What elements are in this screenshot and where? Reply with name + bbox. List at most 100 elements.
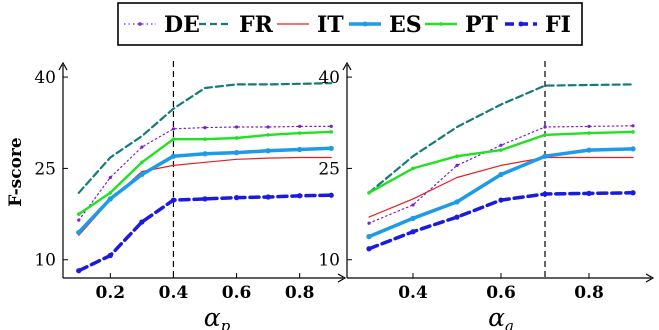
data-point-fi bbox=[76, 268, 82, 274]
x-axis-label-symbol: α bbox=[488, 303, 505, 330]
data-point-es bbox=[328, 145, 334, 151]
data-point-fi bbox=[297, 193, 303, 199]
legend-marker-pt bbox=[439, 22, 443, 26]
y-tick-label-40: 40 bbox=[318, 68, 340, 88]
data-point-de bbox=[631, 124, 635, 128]
data-point-pt bbox=[631, 130, 635, 134]
data-point-pt bbox=[455, 154, 459, 159]
data-point-fi bbox=[498, 197, 504, 203]
legend-item-de: DE bbox=[124, 12, 200, 38]
x-tick-label-0-2: 0.2 bbox=[96, 283, 126, 303]
series-line-it bbox=[368, 156, 634, 218]
series-fr bbox=[77, 82, 333, 194]
data-point-es bbox=[542, 153, 548, 159]
data-point-de bbox=[499, 143, 503, 147]
data-point-pt bbox=[76, 212, 81, 216]
series-line-de bbox=[78, 125, 332, 221]
legend: DE FR IT ES PT FI bbox=[117, 2, 583, 46]
x-axis-label-symbol: α bbox=[204, 303, 221, 330]
x-tick-label-0-4: 0.4 bbox=[398, 283, 428, 303]
data-point-de bbox=[329, 124, 333, 129]
data-point-fi bbox=[107, 252, 113, 259]
legend-item-fr: FR bbox=[199, 12, 274, 38]
y-axis-arrow bbox=[342, 61, 352, 71]
data-point-fi bbox=[410, 229, 416, 235]
series-fr bbox=[367, 83, 635, 194]
data-point-pt bbox=[203, 137, 207, 141]
data-point-es bbox=[202, 151, 208, 157]
series-pt bbox=[367, 130, 635, 195]
data-point-de bbox=[266, 125, 270, 129]
legend-item-it: IT bbox=[277, 12, 344, 38]
series-line-fi bbox=[77, 193, 333, 273]
data-point-fi bbox=[454, 214, 460, 220]
series-line-fr bbox=[367, 83, 635, 194]
series-es bbox=[76, 145, 334, 235]
legend-item-pt: PT bbox=[425, 12, 499, 38]
x-tick-label-0-4: 0.4 bbox=[159, 283, 189, 303]
y-tick-label-40: 40 bbox=[34, 68, 56, 88]
x-axis-label-subscript: a bbox=[505, 317, 514, 330]
legend-item-es: ES bbox=[349, 12, 422, 38]
x-tick-label-0-6: 0.6 bbox=[222, 283, 252, 303]
data-point-pt bbox=[411, 166, 415, 171]
series-de bbox=[77, 124, 333, 222]
data-point-de bbox=[108, 175, 112, 180]
data-point-es bbox=[498, 171, 504, 178]
data-point-de bbox=[298, 124, 302, 129]
x-axis-label: αa bbox=[488, 303, 514, 330]
series-fi bbox=[76, 192, 334, 274]
legend-label-de: DE bbox=[164, 12, 200, 38]
x-axis-label-subscript: p bbox=[221, 317, 231, 330]
y-tick-label-25: 25 bbox=[34, 159, 56, 179]
data-point-es bbox=[107, 196, 113, 202]
data-point-pt bbox=[499, 148, 503, 152]
legend-label-pt: PT bbox=[465, 12, 499, 38]
legend-marker-es bbox=[362, 21, 368, 27]
legend-label-fi: FI bbox=[545, 12, 571, 38]
data-point-pt bbox=[140, 160, 144, 165]
data-point-de bbox=[234, 125, 239, 129]
data-point-es bbox=[170, 153, 177, 159]
data-point-fi bbox=[170, 197, 177, 203]
series-es bbox=[366, 146, 636, 240]
data-point-de bbox=[587, 124, 591, 129]
legend-label-it: IT bbox=[317, 12, 344, 38]
right-panel: 10 25 40 0.4 0.6 0.8 αa bbox=[318, 61, 655, 330]
series-line-pt bbox=[77, 130, 333, 216]
x-tick-label-0-6: 0.6 bbox=[486, 283, 516, 303]
data-point-pt bbox=[587, 131, 591, 135]
data-point-es bbox=[454, 199, 460, 205]
x-axis-arrow bbox=[337, 273, 347, 283]
series-line-pt bbox=[367, 130, 635, 195]
data-point-es bbox=[297, 146, 303, 153]
data-point-de bbox=[140, 145, 144, 149]
y-axis-arrow bbox=[58, 61, 68, 71]
data-point-pt bbox=[329, 130, 334, 134]
y-axis-label: F-score bbox=[6, 137, 26, 207]
data-point-fi bbox=[233, 195, 240, 201]
series-line-fr bbox=[77, 82, 333, 194]
data-point-de bbox=[411, 203, 415, 207]
series-fi bbox=[366, 190, 636, 252]
y-tick-label-10: 10 bbox=[318, 251, 340, 271]
series-pt bbox=[76, 130, 334, 216]
data-point-es bbox=[265, 148, 271, 154]
data-point-es bbox=[76, 229, 82, 235]
x-tick-label-0-8: 0.8 bbox=[285, 283, 315, 303]
data-point-fi bbox=[202, 196, 208, 202]
data-point-fi bbox=[630, 190, 636, 196]
data-point-es bbox=[630, 146, 636, 152]
data-point-fi bbox=[542, 191, 548, 197]
x-axis-label: αp bbox=[204, 303, 231, 330]
data-point-fi bbox=[586, 190, 592, 196]
data-point-es bbox=[586, 147, 592, 153]
y-tick-label-25: 25 bbox=[318, 159, 340, 179]
data-point-de bbox=[455, 163, 459, 167]
data-point-es bbox=[366, 233, 372, 240]
left-panel: 10 25 40 0.2 0.4 0.6 0.8 αp bbox=[34, 61, 347, 330]
data-point-de bbox=[171, 127, 176, 131]
data-point-fi bbox=[139, 219, 145, 225]
